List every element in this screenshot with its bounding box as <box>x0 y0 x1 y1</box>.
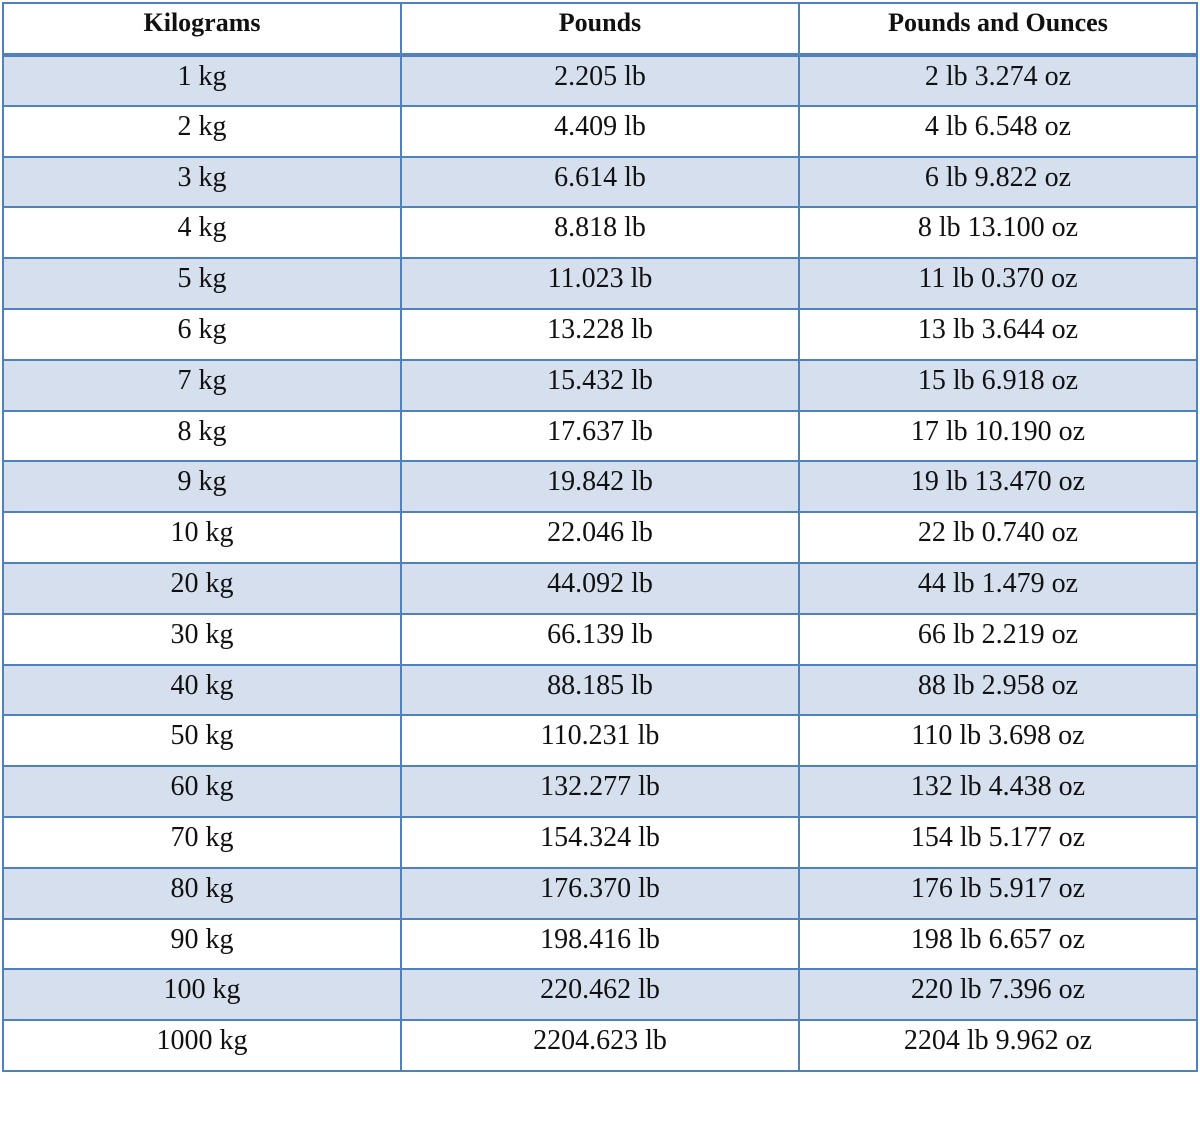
conversion-table: Kilograms Pounds Pounds and Ounces 1 kg 2… <box>2 2 1198 1072</box>
cell-pounds-ounces: 198 lb 6.657 oz <box>798 917 1198 971</box>
cell-pounds-ounces: 17 lb 10.190 oz <box>798 409 1198 463</box>
cell-pounds-ounces: 88 lb 2.958 oz <box>798 663 1198 717</box>
table-row: 2 kg 4.409 lb 4 lb 6.548 oz <box>2 104 1198 158</box>
table-row: 70 kg 154.324 lb 154 lb 5.177 oz <box>2 815 1198 869</box>
cell-pounds-ounces: 4 lb 6.548 oz <box>798 104 1198 158</box>
cell-kilograms: 2 kg <box>2 104 402 158</box>
table-row: 100 kg 220.462 lb 220 lb 7.396 oz <box>2 968 1198 1022</box>
cell-pounds: 44.092 lb <box>400 561 800 615</box>
cell-pounds: 88.185 lb <box>400 663 800 717</box>
header-pounds-ounces: Pounds and Ounces <box>798 2 1198 56</box>
cell-kilograms: 40 kg <box>2 663 402 717</box>
cell-kilograms: 1000 kg <box>2 1019 402 1072</box>
table-row: 60 kg 132.277 lb 132 lb 4.438 oz <box>2 765 1198 818</box>
cell-pounds: 22.046 lb <box>400 511 800 564</box>
cell-kilograms: 30 kg <box>2 612 402 666</box>
cell-kilograms: 8 kg <box>2 409 402 463</box>
cell-pounds: 8.818 lb <box>400 206 800 260</box>
cell-pounds: 2.205 lb <box>400 54 800 107</box>
cell-pounds: 132.277 lb <box>400 765 800 818</box>
table-row: 90 kg 198.416 lb 198 lb 6.657 oz <box>2 917 1198 971</box>
cell-kilograms: 9 kg <box>2 460 402 514</box>
cell-pounds-ounces: 6 lb 9.822 oz <box>798 155 1198 209</box>
cell-pounds-ounces: 11 lb 0.370 oz <box>798 257 1198 310</box>
cell-kilograms: 5 kg <box>2 257 402 310</box>
table-row: 5 kg 11.023 lb 11 lb 0.370 oz <box>2 257 1198 310</box>
cell-pounds-ounces: 132 lb 4.438 oz <box>798 765 1198 818</box>
table-row: 9 kg 19.842 lb 19 lb 13.470 oz <box>2 460 1198 514</box>
cell-pounds: 176.370 lb <box>400 866 800 920</box>
table-row: 1 kg 2.205 lb 2 lb 3.274 oz <box>2 54 1198 107</box>
table-row: 40 kg 88.185 lb 88 lb 2.958 oz <box>2 663 1198 717</box>
cell-pounds: 66.139 lb <box>400 612 800 666</box>
cell-pounds-ounces: 22 lb 0.740 oz <box>798 511 1198 564</box>
cell-pounds: 6.614 lb <box>400 155 800 209</box>
cell-kilograms: 1 kg <box>2 54 402 107</box>
cell-pounds: 11.023 lb <box>400 257 800 310</box>
cell-pounds-ounces: 154 lb 5.177 oz <box>798 815 1198 869</box>
cell-pounds-ounces: 220 lb 7.396 oz <box>798 968 1198 1022</box>
cell-kilograms: 80 kg <box>2 866 402 920</box>
table-row: 30 kg 66.139 lb 66 lb 2.219 oz <box>2 612 1198 666</box>
cell-pounds-ounces: 110 lb 3.698 oz <box>798 714 1198 768</box>
header-pounds: Pounds <box>400 2 800 56</box>
cell-pounds: 154.324 lb <box>400 815 800 869</box>
cell-pounds-ounces: 66 lb 2.219 oz <box>798 612 1198 666</box>
cell-kilograms: 50 kg <box>2 714 402 768</box>
cell-kilograms: 100 kg <box>2 968 402 1022</box>
table-row: 8 kg 17.637 lb 17 lb 10.190 oz <box>2 409 1198 463</box>
cell-kilograms: 4 kg <box>2 206 402 260</box>
cell-pounds-ounces: 44 lb 1.479 oz <box>798 561 1198 615</box>
cell-pounds-ounces: 13 lb 3.644 oz <box>798 307 1198 361</box>
cell-pounds-ounces: 2204 lb 9.962 oz <box>798 1019 1198 1072</box>
cell-pounds-ounces: 8 lb 13.100 oz <box>798 206 1198 260</box>
cell-kilograms: 60 kg <box>2 765 402 818</box>
header-row: Kilograms Pounds Pounds and Ounces <box>2 2 1198 56</box>
cell-pounds: 17.637 lb <box>400 409 800 463</box>
cell-pounds-ounces: 2 lb 3.274 oz <box>798 54 1198 107</box>
cell-pounds-ounces: 19 lb 13.470 oz <box>798 460 1198 514</box>
table-row: 3 kg 6.614 lb 6 lb 9.822 oz <box>2 155 1198 209</box>
cell-kilograms: 70 kg <box>2 815 402 869</box>
cell-pounds: 19.842 lb <box>400 460 800 514</box>
table-body: 1 kg 2.205 lb 2 lb 3.274 oz 2 kg 4.409 lb 4 l… <box>2 54 1198 1072</box>
cell-kilograms: 3 kg <box>2 155 402 209</box>
cell-pounds: 4.409 lb <box>400 104 800 158</box>
cell-pounds: 2204.623 lb <box>400 1019 800 1072</box>
table-row: 1000 kg 2204.623 lb 2204 lb 9.962 oz <box>2 1019 1198 1072</box>
cell-pounds: 198.416 lb <box>400 917 800 971</box>
cell-kilograms: 7 kg <box>2 358 402 412</box>
cell-kilograms: 6 kg <box>2 307 402 361</box>
table-row: 80 kg 176.370 lb 176 lb 5.917 oz <box>2 866 1198 920</box>
cell-pounds: 15.432 lb <box>400 358 800 412</box>
cell-pounds-ounces: 15 lb 6.918 oz <box>798 358 1198 412</box>
table-row: 50 kg 110.231 lb 110 lb 3.698 oz <box>2 714 1198 768</box>
table-row: 7 kg 15.432 lb 15 lb 6.918 oz <box>2 358 1198 412</box>
cell-kilograms: 10 kg <box>2 511 402 564</box>
table-row: 4 kg 8.818 lb 8 lb 13.100 oz <box>2 206 1198 260</box>
cell-kilograms: 20 kg <box>2 561 402 615</box>
cell-pounds-ounces: 176 lb 5.917 oz <box>798 866 1198 920</box>
cell-kilograms: 90 kg <box>2 917 402 971</box>
cell-pounds: 220.462 lb <box>400 968 800 1022</box>
table-row: 20 kg 44.092 lb 44 lb 1.479 oz <box>2 561 1198 615</box>
cell-pounds: 110.231 lb <box>400 714 800 768</box>
table-row: 10 kg 22.046 lb 22 lb 0.740 oz <box>2 511 1198 564</box>
cell-pounds: 13.228 lb <box>400 307 800 361</box>
table-row: 6 kg 13.228 lb 13 lb 3.644 oz <box>2 307 1198 361</box>
header-kilograms: Kilograms <box>2 2 402 56</box>
